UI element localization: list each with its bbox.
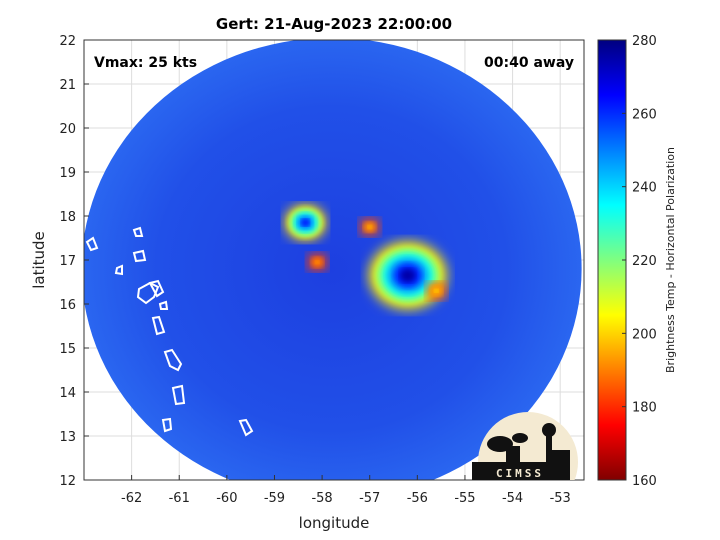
y-tick-label: 21 [59,78,76,93]
x-tick-label: -54 [502,491,523,506]
logo-text: CIMSS [496,467,544,480]
coastlines [85,226,254,480]
x-tick-label: -58 [311,491,332,506]
colorbar-ticks: 160 180 200 220 240 260 280 [622,34,657,489]
x-tick-label: -59 [264,491,285,506]
cold-core-4 [306,253,328,272]
x-tick-label: -56 [407,491,428,506]
colorbar-tick-label: 200 [632,327,657,342]
y-tick-label: 16 [59,298,76,313]
cold-core-shell [301,219,310,227]
x-axis-ticks: -62 -61 -60 -59 -58 -57 -56 -55 -54 -53 [121,475,571,506]
x-tick-label: -55 [454,491,475,506]
y-tick-label: 22 [59,34,76,49]
colorbar-tick-label: 160 [632,474,657,489]
y-tick-label: 14 [59,386,76,401]
cold-core-5 [426,281,447,300]
y-axis-label: latitude [30,231,48,289]
cold-core-3 [359,218,381,236]
y-tick-label: 19 [59,166,76,181]
cimss-logo: CIMSS [472,412,578,480]
x-tick-label: -62 [121,491,142,506]
cold-core-1 [284,204,327,241]
time-away-annotation: 00:40 away [484,55,574,71]
y-tick-label: 17 [59,254,76,269]
y-tick-label: 12 [59,474,76,489]
colorbar-tick-label: 180 [632,401,657,416]
cold-core-shell [399,268,416,283]
x-tick-label: -61 [169,491,190,506]
colorbar-tick-label: 260 [632,107,657,122]
y-tick-label: 18 [59,210,76,225]
vmax-annotation: Vmax: 25 kts [94,55,197,71]
cold-core-shell [434,289,439,293]
x-tick-label: -57 [359,491,380,506]
colorbar [597,39,627,481]
y-axis-ticks: 12 13 14 15 16 17 18 19 20 21 22 [59,34,89,489]
colorbar-tick-label: 280 [632,34,657,49]
x-axis-label: longitude [299,514,370,532]
colorbar-tick-label: 220 [632,254,657,269]
y-tick-label: 20 [59,122,76,137]
colorbar-label: Brightness Temp - Horizontal Polarizatio… [664,147,677,373]
cold-core-shell [367,225,372,229]
swath-layer [84,40,582,480]
chart-title: Gert: 21-Aug-2023 22:00:00 [216,15,452,33]
colorbar-tick-label: 240 [632,181,657,196]
x-tick-label: -60 [216,491,237,506]
y-tick-label: 13 [59,430,76,445]
brightness-temp-swath [84,40,582,480]
cold-core-shell [315,260,320,265]
x-tick-label: -53 [550,491,571,506]
y-tick-label: 15 [59,342,76,357]
